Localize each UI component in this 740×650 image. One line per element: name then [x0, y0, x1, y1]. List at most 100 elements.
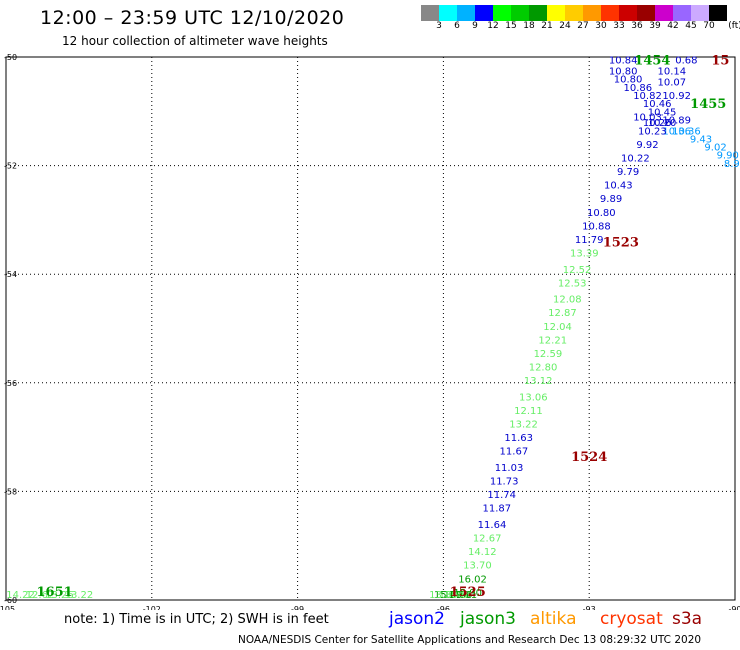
wave-height-label: 10.80	[609, 67, 638, 78]
color-swatch	[493, 5, 511, 21]
wave-height-label: 10.43	[604, 181, 633, 192]
wave-height-label: 15.90	[453, 588, 482, 599]
x-tick-label: -99	[291, 605, 304, 610]
color-scale-label: 15	[505, 21, 517, 31]
legend-jason2: jason2	[389, 609, 445, 629]
color-scale-bar	[421, 5, 727, 21]
x-tick-label: -102	[143, 605, 161, 610]
wave-height-label: 17.01	[449, 590, 478, 601]
color-scale-label: 27	[577, 21, 589, 31]
color-swatch	[601, 5, 619, 21]
color-scale-label: 21	[541, 21, 553, 31]
color-swatch	[475, 5, 493, 21]
wave-height-label: 11.87	[483, 504, 512, 515]
wave-height-label: 12.11	[514, 406, 543, 417]
x-tick-label: -96	[437, 605, 450, 610]
wave-height-label: 10.82	[633, 91, 662, 102]
wave-height-label: 12.67	[473, 534, 502, 545]
wave-height-label: 10.22	[621, 153, 650, 164]
chart-title: 12:00 – 23:59 UTC 12/10/2020	[40, 7, 345, 29]
legend-jason3: jason3	[460, 609, 516, 629]
color-scale-label: 36	[631, 21, 643, 31]
wave-height-label: 13.22	[65, 590, 94, 601]
color-swatch	[511, 5, 529, 21]
wave-height-label: 10.07	[657, 77, 686, 88]
wave-height-plot: -105-102-99-96-93-90-50-52-54-56-58-6010…	[0, 53, 740, 610]
wave-height-label: 12.53	[558, 278, 587, 289]
pass-time-label: 1523	[603, 236, 639, 251]
y-tick-label: -58	[4, 487, 17, 496]
x-tick-label: -105	[0, 605, 15, 610]
pass-time-label: 1455	[690, 97, 726, 112]
color-scale-label: 70	[703, 21, 715, 31]
wave-height-label: 11.74	[487, 490, 516, 501]
wave-height-label: 10.84	[609, 56, 638, 67]
wave-height-label: 9.90	[717, 151, 739, 162]
wave-height-label: 10.14	[657, 67, 686, 78]
pass-time-label: 1525	[450, 585, 486, 600]
wave-height-label: 11.67	[500, 447, 529, 458]
wave-height-label: 10.80	[587, 208, 616, 219]
plot-frame	[5, 56, 736, 601]
x-tick-label: -93	[583, 605, 596, 610]
color-scale-label: (ft)	[728, 21, 740, 31]
wave-height-label: 0.68	[675, 56, 697, 67]
wave-height-label: 10.92	[662, 91, 691, 102]
color-swatch	[691, 5, 709, 21]
wave-height-label: 11.79	[575, 235, 604, 246]
color-swatch	[457, 5, 475, 21]
color-swatch	[619, 5, 637, 21]
wave-height-label: 12.52	[563, 265, 592, 276]
color-scale-label: 3	[436, 21, 442, 31]
wave-height-label: 13.80	[429, 590, 458, 601]
wave-height-label: 10.86	[623, 83, 652, 94]
wave-height-label: 10.36	[672, 126, 701, 137]
wave-height-label: 9.92	[636, 140, 658, 151]
color-scale-label: 24	[559, 21, 571, 31]
wave-height-label: 12.21	[538, 335, 567, 346]
wave-height-label: 10.36	[662, 126, 691, 137]
wave-height-label: 10.03	[633, 113, 662, 124]
wave-height-label: 12.80	[529, 363, 558, 374]
wave-height-label: 12.04	[543, 322, 572, 333]
color-swatch	[673, 5, 691, 21]
wave-height-label: 10.46	[643, 99, 672, 110]
color-swatch	[637, 5, 655, 21]
y-tick-label: -60	[4, 596, 17, 605]
color-scale-label: 33	[613, 21, 625, 31]
color-scale-label: 42	[667, 21, 679, 31]
color-scale-label: 39	[649, 21, 661, 31]
wave-height-label: 13.70	[463, 561, 492, 572]
color-scale-label: 9	[472, 21, 478, 31]
legend-altika: altika	[530, 609, 577, 629]
wave-height-label: 13.26	[45, 590, 74, 601]
pass-time-label: 1524	[571, 450, 607, 465]
wave-height-label: 13.22	[509, 420, 538, 431]
wave-height-label: 11.63	[504, 433, 533, 444]
wave-height-label: 15.86	[444, 590, 473, 601]
wave-height-label: 10.45	[648, 107, 677, 118]
wave-height-label: 9.89	[600, 194, 622, 205]
y-tick-label: -54	[4, 270, 17, 279]
wave-height-label: 13.40	[439, 590, 468, 601]
color-swatch	[583, 5, 601, 21]
color-swatch	[529, 5, 547, 21]
wave-height-label: 11.73	[490, 477, 519, 488]
wave-height-label: 14.22	[6, 590, 35, 601]
legend-cryosat: cryosat	[600, 609, 663, 629]
color-scale-label: 6	[454, 21, 460, 31]
color-swatch	[439, 5, 457, 21]
wave-height-label: 10.26	[643, 118, 672, 129]
pass-time-label: 1454	[634, 54, 670, 69]
color-scale-label: 45	[685, 21, 697, 31]
wave-height-label: 12.08	[553, 295, 582, 306]
x-tick-label: -90	[728, 605, 740, 610]
wave-height-label: 13.06	[519, 392, 548, 403]
wave-height-label: 12.59	[534, 349, 563, 360]
footer-note: note: 1) Time is in UTC; 2) SWH is in fe…	[64, 612, 329, 627]
color-scale-label: 30	[595, 21, 607, 31]
pass-time-label: 15	[711, 54, 729, 69]
wave-height-label: 8.99	[724, 159, 740, 170]
wave-height-label: 11.03	[495, 463, 524, 474]
